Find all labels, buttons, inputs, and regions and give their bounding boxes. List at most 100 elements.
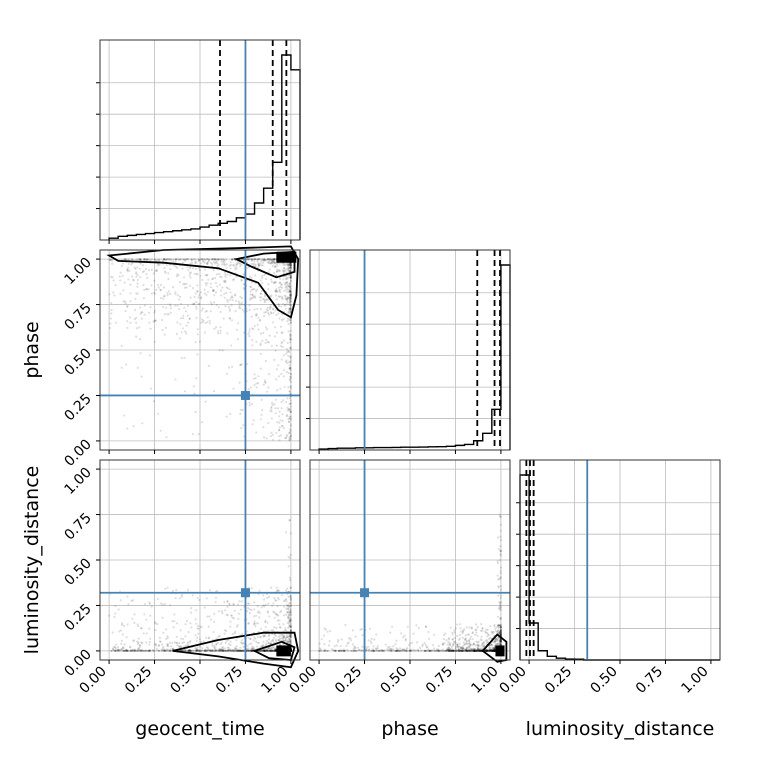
sample-point bbox=[287, 284, 290, 287]
sample-point bbox=[119, 629, 123, 632]
sample-point bbox=[133, 266, 136, 269]
sample-point bbox=[237, 649, 240, 653]
sample-point bbox=[275, 262, 278, 266]
sample-point bbox=[235, 264, 238, 267]
sample-point bbox=[162, 295, 165, 298]
sample-point bbox=[261, 339, 264, 342]
sample-point bbox=[453, 631, 456, 634]
sample-point bbox=[202, 259, 205, 262]
sample-point bbox=[469, 637, 472, 641]
sample-point bbox=[189, 272, 192, 275]
sample-point bbox=[285, 433, 288, 437]
sample-point bbox=[289, 357, 292, 360]
sample-point bbox=[109, 258, 112, 261]
sample-point bbox=[247, 622, 250, 625]
sample-point bbox=[194, 618, 197, 621]
sample-point bbox=[199, 258, 202, 261]
sample-point bbox=[247, 648, 250, 652]
sample-point bbox=[262, 594, 265, 597]
sample-point bbox=[251, 258, 254, 261]
sample-point bbox=[289, 297, 292, 300]
sample-point bbox=[206, 282, 209, 285]
sample-point bbox=[392, 645, 395, 648]
sample-point bbox=[178, 645, 181, 648]
sample-point bbox=[123, 649, 127, 653]
sample-point bbox=[205, 284, 208, 287]
sample-point bbox=[188, 317, 191, 320]
sample-point bbox=[237, 617, 240, 621]
sample-point bbox=[194, 634, 197, 637]
sample-point bbox=[212, 649, 215, 653]
sample-point bbox=[286, 361, 289, 365]
sample-point bbox=[499, 559, 502, 562]
sample-point bbox=[195, 307, 198, 310]
sample-point bbox=[289, 276, 292, 279]
sample-point bbox=[186, 266, 189, 269]
sample-point bbox=[278, 269, 281, 272]
sample-point bbox=[496, 560, 499, 563]
sample-point bbox=[496, 536, 500, 539]
sample-point bbox=[403, 634, 406, 637]
sample-point bbox=[277, 302, 280, 305]
sample-point bbox=[146, 276, 149, 279]
sample-point bbox=[235, 267, 238, 270]
sample-point bbox=[278, 269, 282, 272]
sample-point bbox=[428, 649, 431, 653]
sample-point bbox=[204, 649, 207, 653]
sample-point bbox=[289, 399, 292, 402]
sample-point bbox=[284, 628, 287, 632]
sample-point bbox=[153, 319, 156, 322]
sample-point bbox=[240, 278, 243, 281]
sample-point bbox=[266, 648, 269, 652]
sample-point bbox=[123, 649, 126, 652]
sample-point bbox=[259, 318, 262, 321]
sample-point bbox=[388, 649, 391, 652]
sample-point bbox=[265, 308, 268, 311]
sample-point bbox=[287, 354, 290, 358]
sample-point bbox=[499, 529, 502, 532]
sample-point bbox=[284, 637, 287, 640]
sample-point bbox=[454, 627, 457, 630]
sample-point bbox=[281, 413, 284, 416]
sample-point bbox=[224, 305, 227, 308]
sample-point bbox=[354, 649, 357, 653]
sample-point bbox=[289, 625, 292, 629]
sample-point bbox=[260, 398, 263, 401]
sample-point bbox=[183, 390, 187, 393]
sample-point bbox=[135, 271, 138, 274]
sample-point bbox=[226, 649, 229, 652]
sample-point bbox=[232, 617, 235, 620]
sample-point bbox=[272, 261, 275, 264]
sample-point bbox=[224, 649, 227, 652]
sample-point bbox=[487, 649, 490, 652]
sample-point bbox=[240, 641, 243, 645]
sample-point bbox=[289, 355, 292, 358]
sample-point bbox=[289, 294, 292, 297]
sample-point bbox=[183, 645, 186, 648]
sample-point bbox=[248, 608, 251, 611]
sample-point bbox=[126, 649, 129, 653]
sample-point bbox=[259, 279, 262, 282]
sample-point bbox=[289, 622, 292, 625]
sample-point bbox=[135, 327, 139, 330]
sample-point bbox=[234, 266, 237, 269]
sample-point bbox=[177, 274, 180, 277]
sample-point bbox=[272, 258, 276, 261]
sample-point bbox=[249, 296, 252, 299]
sample-point bbox=[145, 618, 148, 621]
sample-point bbox=[196, 272, 199, 275]
sample-point bbox=[254, 290, 258, 293]
sample-point bbox=[169, 649, 172, 652]
sample-point bbox=[277, 289, 280, 292]
sample-point bbox=[226, 300, 229, 303]
sample-point bbox=[232, 387, 235, 390]
sample-point bbox=[232, 603, 235, 606]
sample-point bbox=[122, 649, 125, 653]
sample-point bbox=[289, 263, 292, 267]
sample-point bbox=[274, 647, 277, 650]
sample-point bbox=[259, 611, 262, 614]
sample-point bbox=[282, 278, 285, 281]
sample-point bbox=[272, 646, 276, 649]
sample-point bbox=[287, 617, 290, 620]
sample-point bbox=[287, 640, 290, 643]
